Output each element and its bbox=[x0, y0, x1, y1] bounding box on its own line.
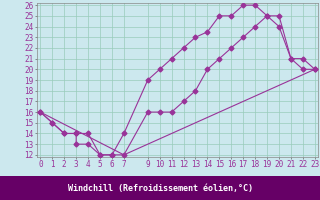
Text: Windchill (Refroidissement éolien,°C): Windchill (Refroidissement éolien,°C) bbox=[68, 184, 252, 192]
